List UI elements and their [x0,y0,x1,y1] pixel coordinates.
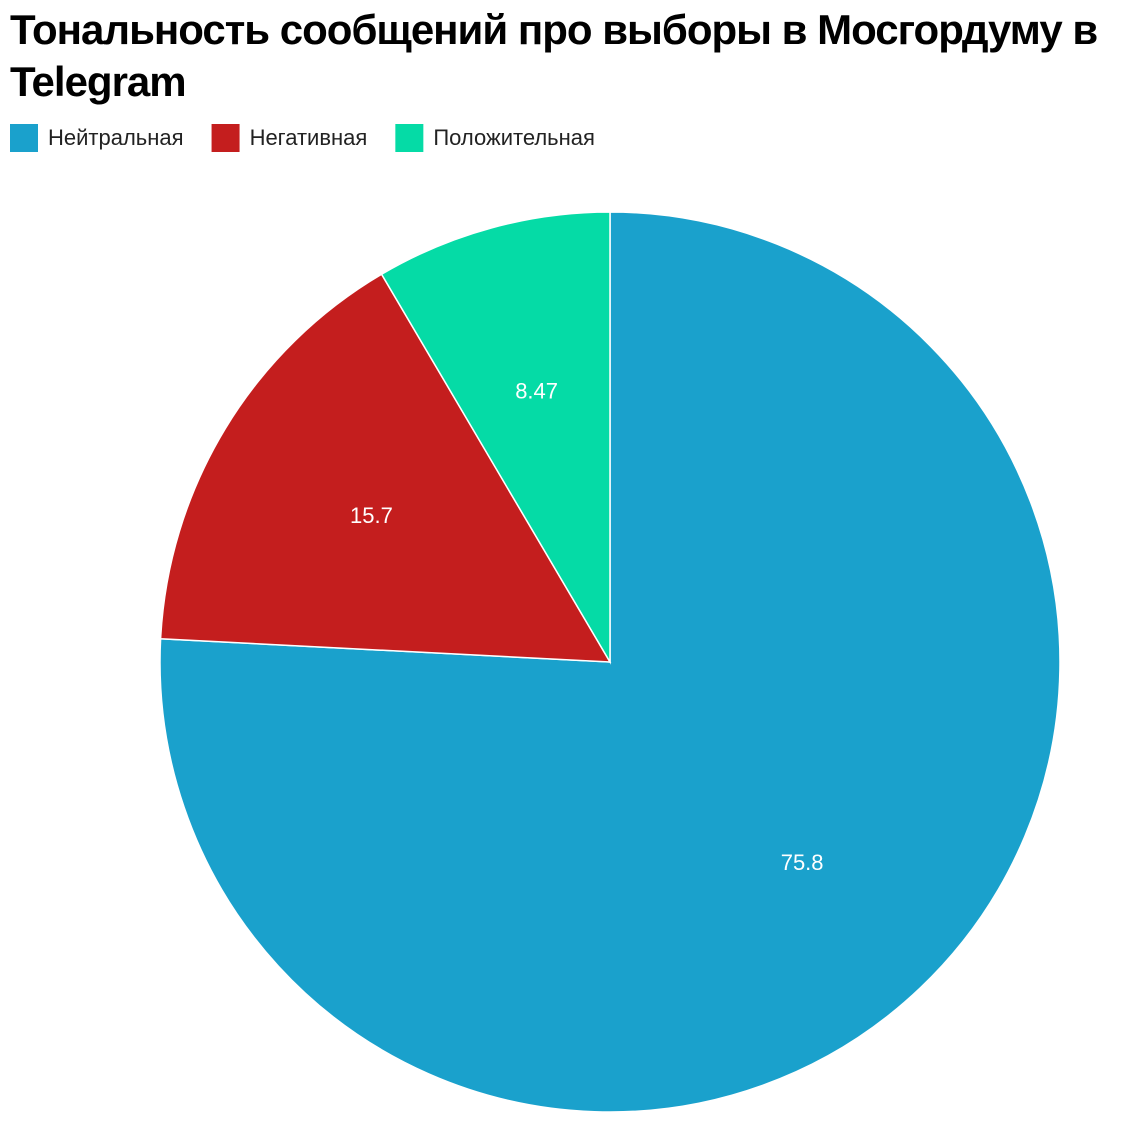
data-label: 75.8 [781,850,824,875]
legend-swatch [10,124,38,152]
data-label: 15.7 [350,503,393,528]
data-label: 8.47 [515,379,558,404]
legend-label: Нейтральная [48,125,184,150]
legend-label: Негативная [250,125,368,150]
chart-title: Тональность сообщений про выборы в Мосго… [10,6,1098,105]
legend-swatch [395,124,424,152]
legend-label: Положительная [433,125,595,150]
pie-slice [159,273,612,663]
pie-slice [380,211,611,665]
legend-swatch [211,124,240,152]
